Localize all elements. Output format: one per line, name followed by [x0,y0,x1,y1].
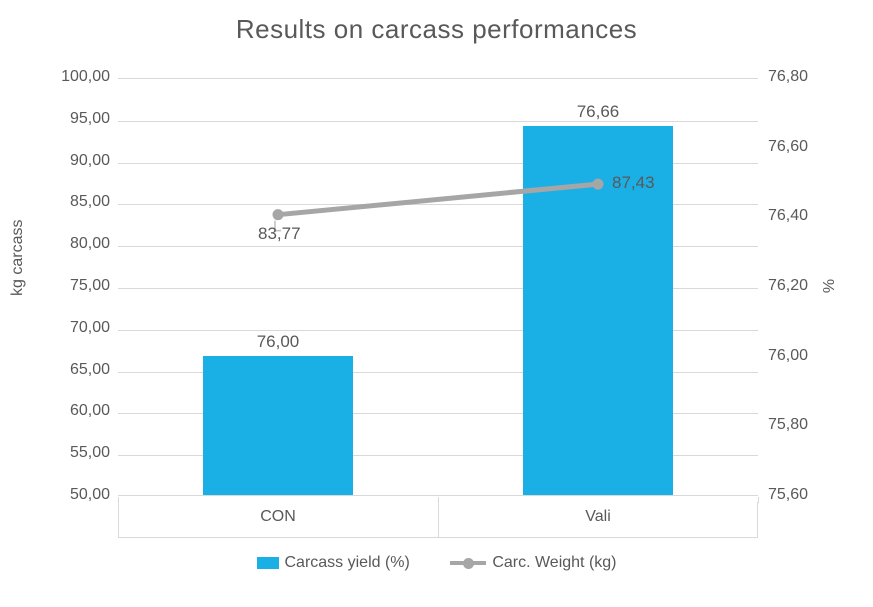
chart-container: Results on carcass performances kg carca… [0,0,873,607]
y-right-tick-label: 75,80 [768,416,808,434]
legend-item-line: Carc. Weight (kg) [450,554,616,572]
legend-swatch-line [450,557,486,569]
y-right-tick-label: 75,60 [768,486,808,504]
y-left-tick-label: 90,00 [70,152,110,170]
plot-area [118,78,758,496]
y-left-tick-label: 75,00 [70,277,110,295]
legend-label-line: Carc. Weight (kg) [492,554,616,572]
bar-data-label: 76,00 [238,332,318,352]
y-left-axis-title: kg carcass [9,276,27,296]
y-left-tick-label: 100,00 [61,68,110,86]
bar-data-label: 76,66 [558,102,638,122]
y-left-tick-label: 60,00 [70,402,110,420]
line-data-label: 87,43 [612,173,655,193]
y-left-tick-label: 65,00 [70,361,110,379]
gridline [118,121,758,122]
y-right-tick-label: 76,00 [768,347,808,365]
y-left-tick-label: 85,00 [70,193,110,211]
y-right-tick-label: 76,20 [768,277,808,295]
y-left-tick-label: 80,00 [70,235,110,253]
bar [203,356,353,495]
line-data-label: 83,77 [258,224,301,244]
chart-title: Results on carcass performances [0,14,873,45]
y-left-tick-label: 55,00 [70,444,110,462]
y-right-tick-label: 76,80 [768,68,808,86]
y-right-tick-label: 76,40 [768,207,808,225]
y-left-tick-label: 70,00 [70,319,110,337]
legend-swatch-bar [257,557,279,569]
y-left-tick-label: 50,00 [70,486,110,504]
legend-item-bar: Carcass yield (%) [257,554,410,572]
y-right-tick-label: 76,60 [768,138,808,156]
legend: Carcass yield (%) Carc. Weight (kg) [0,554,873,574]
y-right-axis-title: % [821,276,839,296]
y-left-tick-label: 95,00 [70,110,110,128]
legend-label-bar: Carcass yield (%) [285,554,410,572]
